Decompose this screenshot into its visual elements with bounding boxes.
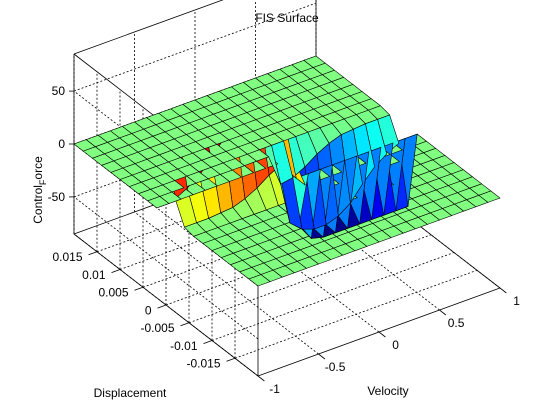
z-axis-label-rest: orce <box>31 156 45 180</box>
surface-mesh <box>73 55 501 287</box>
sidewall-gridline-z <box>73 196 259 340</box>
x-tick-mark <box>378 331 386 338</box>
y-tick-label: 0.005 <box>98 286 128 300</box>
y-tick-mark <box>111 269 121 273</box>
y-tick-mark <box>203 340 213 344</box>
surface-patch <box>73 139 96 152</box>
y-tick-mark <box>226 357 236 362</box>
x-tick-label: 1 <box>513 294 520 308</box>
y-tick-label: -0.005 <box>140 321 174 335</box>
x-tick-mark <box>439 309 447 316</box>
x-tick-mark <box>257 375 265 382</box>
x-tick-label: -0.5 <box>325 360 346 374</box>
box-edge <box>73 0 224 55</box>
x-tick-label: 0 <box>392 338 399 352</box>
y-tick-label: -0.015 <box>186 357 220 371</box>
y-tick-mark <box>180 322 190 327</box>
x-tick-mark <box>499 287 507 294</box>
y-tick-label: -0.01 <box>170 339 198 353</box>
z-axis-label-main: Control <box>31 185 45 224</box>
floor-gridline-y <box>211 252 455 341</box>
x-tick-label: 0.5 <box>448 316 465 330</box>
backwall-gridline-z <box>73 2 317 92</box>
x-axis-label: Velocity <box>367 384 408 398</box>
x-tick-label: -1 <box>269 382 280 396</box>
y-tick-label: 0.015 <box>52 250 82 264</box>
floor-gridline-y <box>188 234 432 324</box>
z-tick-label: -50 <box>48 190 66 204</box>
z-tick-label: 50 <box>52 84 66 98</box>
y-axis-label: Displacement <box>94 386 167 400</box>
z-axis-label-subscript: F <box>38 179 48 185</box>
y-tick-label: 0.01 <box>82 268 106 282</box>
axis-ticks: -1 -0.5 0 0.5 1 -0.015 -0.01 -0.005 0 0.005 0.010.… <box>48 84 521 396</box>
z-tick-label: 0 <box>58 137 65 151</box>
y-tick-mark <box>88 251 98 256</box>
y-tick-label: 0 <box>145 303 152 317</box>
y-tick-mark <box>157 304 167 309</box>
z-axis-label: ControlForce <box>31 156 48 224</box>
x-tick-mark <box>318 353 326 360</box>
chart-title: FIS Surface <box>255 11 319 25</box>
y-tick-mark <box>134 286 144 291</box>
floor-gridline-y <box>234 269 478 359</box>
